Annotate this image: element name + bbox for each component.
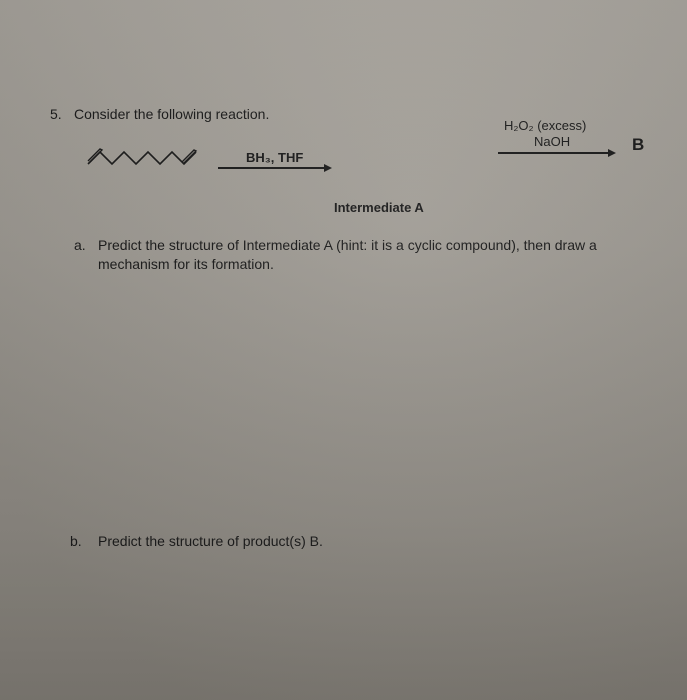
reaction-arrow-2-head — [608, 149, 616, 157]
reagent-step2-bot: NaOH — [534, 134, 570, 149]
reaction-arrow-1-head — [324, 164, 332, 172]
reagent-step2-top: H₂O₂ (excess) — [504, 118, 586, 133]
double-bond-left — [88, 149, 102, 162]
reagent-step1: BH₃, THF — [246, 150, 303, 165]
reaction-arrow-2 — [498, 152, 608, 154]
part-b-text: Predict the structure of product(s) B. — [98, 533, 323, 549]
question-prompt: Consider the following reaction. — [74, 106, 269, 122]
part-a-text-line1: Predict the structure of Intermediate A … — [98, 237, 597, 253]
part-a-label: a. — [74, 237, 86, 253]
reaction-arrow-1 — [218, 167, 324, 169]
part-b-label: b. — [70, 533, 82, 549]
carbon-chain — [88, 152, 196, 164]
intermediate-label: Intermediate A — [334, 200, 424, 215]
part-a-text-line2: mechanism for its formation. — [98, 256, 274, 272]
product-label: B — [632, 135, 644, 155]
worksheet-page: 5. Consider the following reaction. BH₃,… — [0, 0, 687, 700]
starting-material-structure — [86, 142, 202, 174]
question-number: 5. — [50, 106, 62, 122]
double-bond-right — [182, 150, 196, 163]
